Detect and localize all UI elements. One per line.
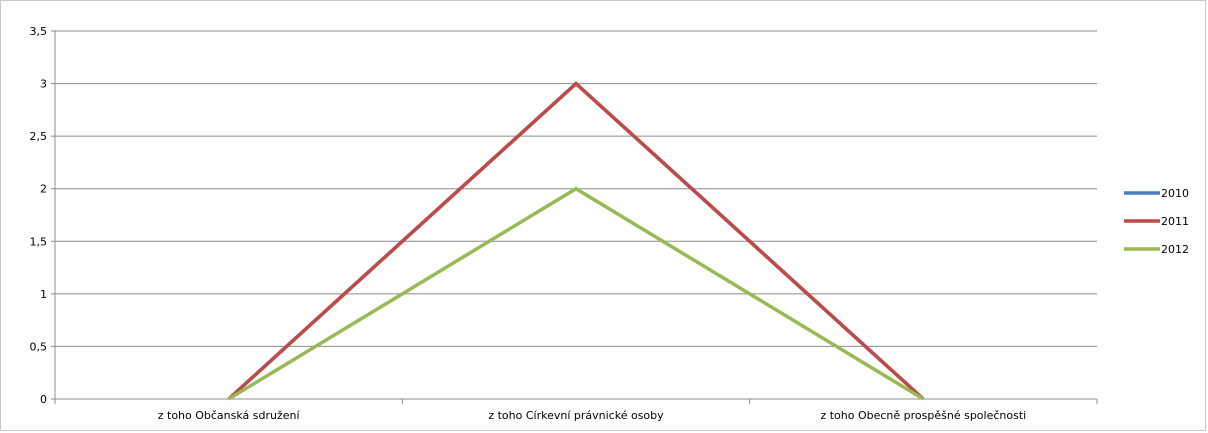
y-tick-label: 3 xyxy=(40,78,47,91)
x-category-label: z toho Obecně prospěšné společnosti xyxy=(820,409,1026,422)
legend-label-2012: 2012 xyxy=(1161,243,1189,256)
y-tick-label: 0 xyxy=(40,393,47,406)
x-category-label: z toho Církevní právnické osoby xyxy=(488,409,664,422)
legend-label-2011: 2011 xyxy=(1161,215,1189,228)
legend-label-2010: 2010 xyxy=(1161,187,1189,200)
y-tick-label: 1 xyxy=(40,288,47,301)
y-tick-label: 2,5 xyxy=(30,130,48,143)
legend: 2010 2011 2012 xyxy=(1124,187,1189,256)
x-axis-category-labels: z toho Občanská sdružení z toho Církevní … xyxy=(158,409,1026,422)
y-tick-label: 2 xyxy=(40,183,47,196)
y-tick-label: 1,5 xyxy=(30,235,48,248)
y-tick-label: 3,5 xyxy=(30,25,48,38)
series-line-2011 xyxy=(227,81,925,401)
y-axis-tick-labels: 0 0,5 1 1,5 2 2,5 3 3,5 xyxy=(30,25,48,406)
x-category-label: z toho Občanská sdružení xyxy=(158,409,301,422)
series-line-2012 xyxy=(227,186,925,401)
series-lines xyxy=(227,81,925,401)
y-tick-label: 0,5 xyxy=(30,340,48,353)
